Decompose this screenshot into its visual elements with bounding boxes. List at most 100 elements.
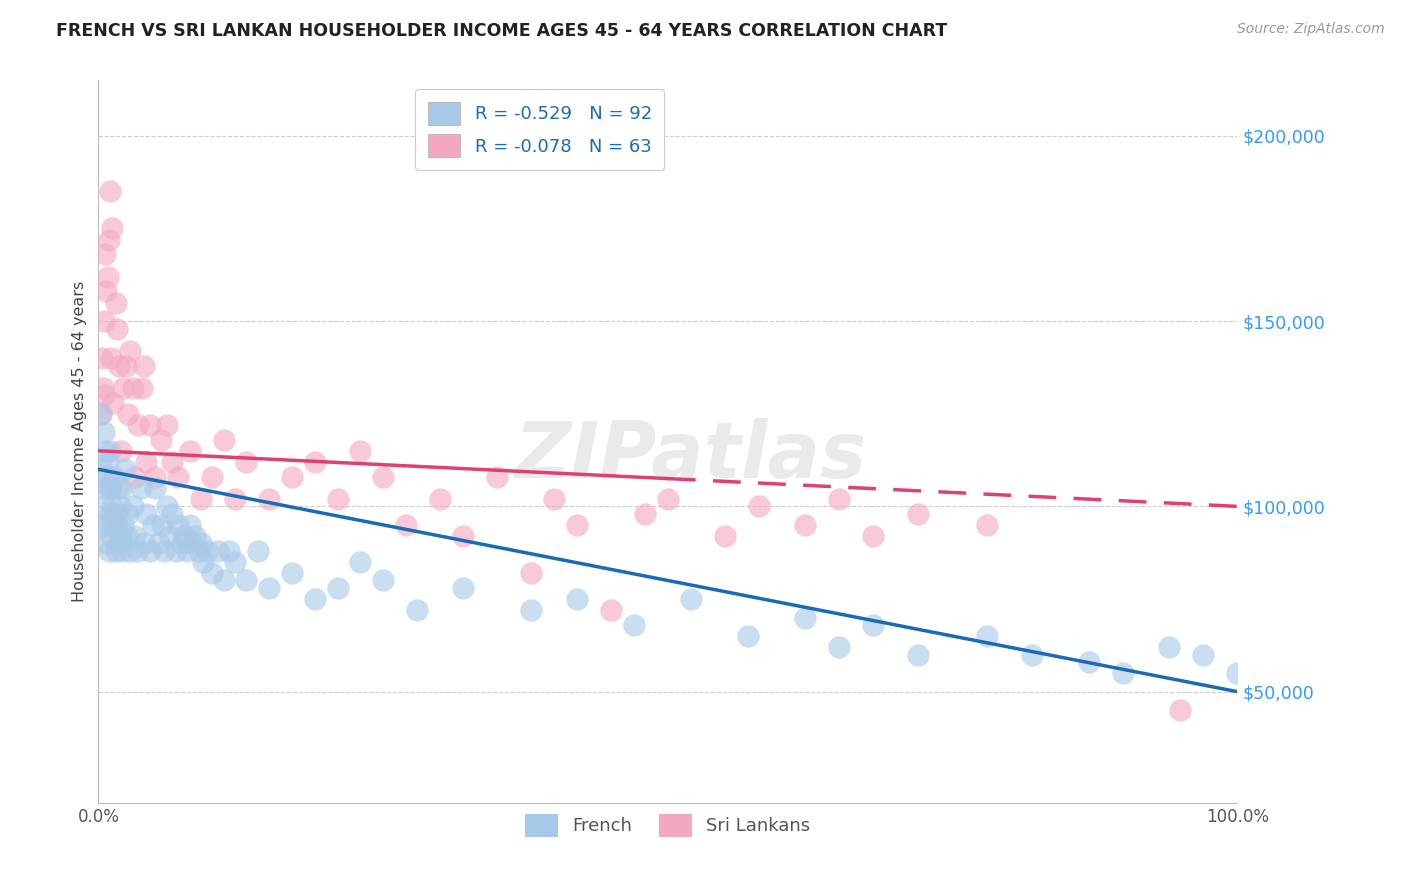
Point bbox=[124, 469, 146, 483]
Point bbox=[148, 536, 170, 550]
Point bbox=[349, 443, 371, 458]
Point bbox=[90, 407, 112, 421]
Point bbox=[105, 321, 128, 335]
Point bbox=[167, 517, 190, 532]
Point bbox=[98, 443, 121, 458]
Point bbox=[101, 221, 124, 235]
Point bbox=[108, 500, 131, 514]
Point bbox=[304, 592, 326, 607]
Point bbox=[976, 629, 998, 643]
Point bbox=[1078, 655, 1101, 669]
Point bbox=[114, 462, 136, 476]
Text: Source: ZipAtlas.com: Source: ZipAtlas.com bbox=[1237, 22, 1385, 37]
Point bbox=[165, 544, 187, 558]
Point bbox=[96, 536, 118, 550]
Point bbox=[737, 629, 759, 643]
Point bbox=[235, 455, 257, 469]
Point bbox=[100, 351, 122, 366]
Point bbox=[173, 529, 195, 543]
Point bbox=[110, 529, 132, 543]
Point bbox=[91, 517, 114, 532]
Point bbox=[138, 544, 160, 558]
Point bbox=[97, 233, 120, 247]
Point bbox=[110, 481, 132, 495]
Point bbox=[107, 481, 129, 495]
Point bbox=[828, 640, 851, 655]
Point bbox=[520, 603, 543, 617]
Point bbox=[94, 247, 117, 261]
Point bbox=[167, 469, 190, 483]
Point bbox=[212, 433, 235, 447]
Point bbox=[793, 517, 815, 532]
Point bbox=[96, 269, 118, 284]
Point bbox=[657, 491, 679, 506]
Point bbox=[104, 544, 127, 558]
Point bbox=[120, 544, 142, 558]
Point bbox=[748, 500, 770, 514]
Point bbox=[145, 481, 167, 495]
Point bbox=[179, 443, 201, 458]
Point bbox=[451, 529, 474, 543]
Point bbox=[259, 581, 281, 595]
Point bbox=[96, 285, 118, 299]
Point bbox=[90, 407, 112, 421]
Point bbox=[117, 407, 139, 421]
Point bbox=[170, 536, 193, 550]
Point bbox=[1021, 648, 1043, 662]
Point bbox=[349, 555, 371, 569]
Point bbox=[117, 507, 139, 521]
Point bbox=[150, 433, 173, 447]
Point bbox=[120, 343, 142, 358]
Point bbox=[94, 443, 117, 458]
Point bbox=[135, 455, 157, 469]
Point bbox=[429, 491, 451, 506]
Point bbox=[96, 517, 118, 532]
Point bbox=[1226, 666, 1249, 681]
Point bbox=[451, 581, 474, 595]
Point bbox=[976, 517, 998, 532]
Point bbox=[371, 574, 394, 588]
Point bbox=[714, 529, 737, 543]
Point bbox=[121, 381, 143, 395]
Point bbox=[98, 185, 121, 199]
Text: ZIPatlas: ZIPatlas bbox=[515, 418, 866, 494]
Point bbox=[180, 536, 202, 550]
Point bbox=[108, 359, 131, 373]
Point bbox=[162, 455, 184, 469]
Point bbox=[98, 507, 121, 521]
Point bbox=[132, 536, 155, 550]
Point bbox=[193, 555, 215, 569]
Point bbox=[162, 507, 184, 521]
Point bbox=[96, 469, 118, 483]
Point bbox=[138, 417, 160, 432]
Point bbox=[406, 603, 429, 617]
Point bbox=[124, 529, 146, 543]
Point bbox=[793, 610, 815, 624]
Point bbox=[90, 462, 112, 476]
Point bbox=[259, 491, 281, 506]
Point bbox=[104, 507, 127, 521]
Point bbox=[91, 481, 114, 495]
Point bbox=[184, 529, 207, 543]
Point bbox=[93, 314, 115, 328]
Point bbox=[91, 381, 114, 395]
Point bbox=[201, 566, 224, 580]
Point bbox=[93, 500, 115, 514]
Point bbox=[100, 481, 122, 495]
Point bbox=[201, 469, 224, 483]
Point bbox=[246, 544, 269, 558]
Point bbox=[90, 351, 112, 366]
Point bbox=[326, 491, 349, 506]
Point bbox=[103, 395, 125, 409]
Point bbox=[104, 295, 127, 310]
Point bbox=[212, 574, 235, 588]
Point bbox=[543, 491, 565, 506]
Point bbox=[190, 536, 212, 550]
Point bbox=[110, 443, 132, 458]
Point bbox=[486, 469, 509, 483]
Point bbox=[862, 618, 884, 632]
Point bbox=[281, 566, 304, 580]
Point bbox=[115, 529, 138, 543]
Point bbox=[135, 507, 157, 521]
Point bbox=[828, 491, 851, 506]
